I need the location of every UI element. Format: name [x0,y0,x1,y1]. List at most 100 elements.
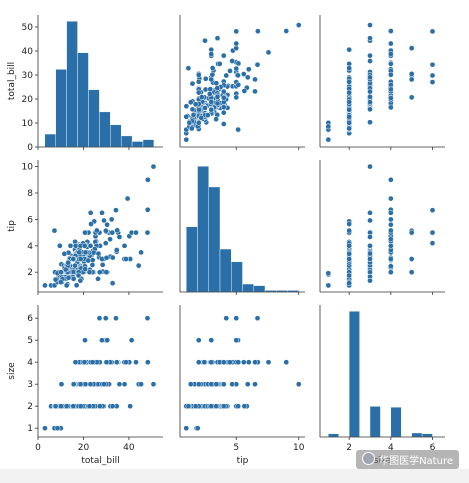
scatter-point [189,106,196,113]
y-axis-label: tip [7,220,17,232]
scatter-point [265,49,272,56]
scatter-point [283,359,290,366]
scatter-point [387,236,394,243]
scatter-point [367,58,373,64]
scatter-point [367,52,373,59]
scatter-point [346,78,353,85]
scatter-point [54,425,61,432]
scatter-point [233,28,240,35]
scatter-point [220,109,227,116]
scatter-point [187,99,194,106]
scatter-point [387,216,394,223]
scatter-point [202,37,208,44]
scatter-point [216,60,223,67]
scatter-point [233,315,240,322]
scatter-point [99,209,105,216]
scatter-point [77,256,84,262]
scatter-point [367,35,373,42]
scatter-point [214,85,221,92]
scatter-point [214,93,221,100]
scatter-point [113,315,119,322]
scatter-point [229,58,235,64]
scatter-point [76,249,83,256]
x-tick-label: 0 [35,443,41,453]
scatter-point [367,74,373,81]
scatter-point [245,66,252,73]
y-tick-label: 6 [27,314,33,324]
hist-bar-size-2 [348,311,360,438]
scatter-point [204,112,211,118]
scatter-point [220,88,227,95]
scatter-point [429,61,436,68]
scatter-point [429,72,436,79]
scatter-point [195,337,202,344]
scatter-point [201,359,208,366]
scatter-point [429,79,436,85]
hist-bar-total_bill-5 [99,111,111,148]
scatter-point [367,217,373,224]
panel-size-vs-tip [179,305,305,440]
y-tick-label: 3 [27,380,33,390]
scatter-point [183,113,190,120]
scatter-point [101,381,107,388]
scatter-point [109,280,116,287]
scatter-point [195,89,202,96]
scatter-point [192,403,199,410]
scatter-point [408,71,415,77]
scatter-point [233,40,240,47]
hist-bar-total_bill-2 [66,21,78,148]
scatter-point [113,207,119,214]
panel-tip-vs-total_bill [35,160,163,295]
scatter-point [387,227,394,234]
scatter-point [387,195,394,202]
scatter-point [220,381,227,388]
scatter-point [367,277,373,284]
hist-bar-total_bill-1 [55,69,67,148]
scatter-point [85,257,92,264]
scatter-point [77,277,84,284]
hist-bar-tip-5 [242,283,254,293]
scatter-point [195,359,202,366]
scatter-point [346,227,353,234]
scatter-point [206,91,213,97]
scatter-point [189,80,196,87]
scatter-point [367,209,373,216]
scatter-point [235,82,242,88]
scatter-point [62,266,69,273]
x-tick-label: 10 [293,443,305,453]
scatter-point [235,60,242,67]
scatter-point [116,381,123,388]
scatter-point [325,123,332,130]
scatter-point [229,381,235,388]
panel-tip-vs-size [319,160,445,295]
scatter-point [295,381,302,388]
scatter-point [387,51,394,57]
scatter-point [244,381,251,388]
scatter-point [213,80,220,87]
scatter-point [235,126,241,133]
scatter-point [295,22,302,28]
x-tick-label: 40 [123,443,135,453]
scatter-point [387,269,394,276]
scatter-point [387,263,394,270]
scatter-point [82,229,88,236]
scatter-point [86,403,93,410]
scatter-point [86,269,93,276]
scatter-point [241,88,248,94]
hist-bar-tip-0 [186,226,198,293]
scatter-point [387,242,394,249]
scatter-point [99,337,105,344]
scatter-point [387,60,394,67]
hist-bar-total_bill-0 [44,133,56,148]
hist-bar-total_bill-9 [142,139,155,148]
scatter-point [52,403,59,410]
scatter-point [208,337,215,344]
scatter-point [82,266,89,272]
y-tick-label: 10 [22,119,34,129]
scatter-point [128,337,135,344]
y-tick-label: 2 [27,268,33,278]
scatter-point [183,103,190,110]
scatter-point [220,359,227,366]
scatter-point [408,94,415,101]
scatter-point [387,221,394,228]
